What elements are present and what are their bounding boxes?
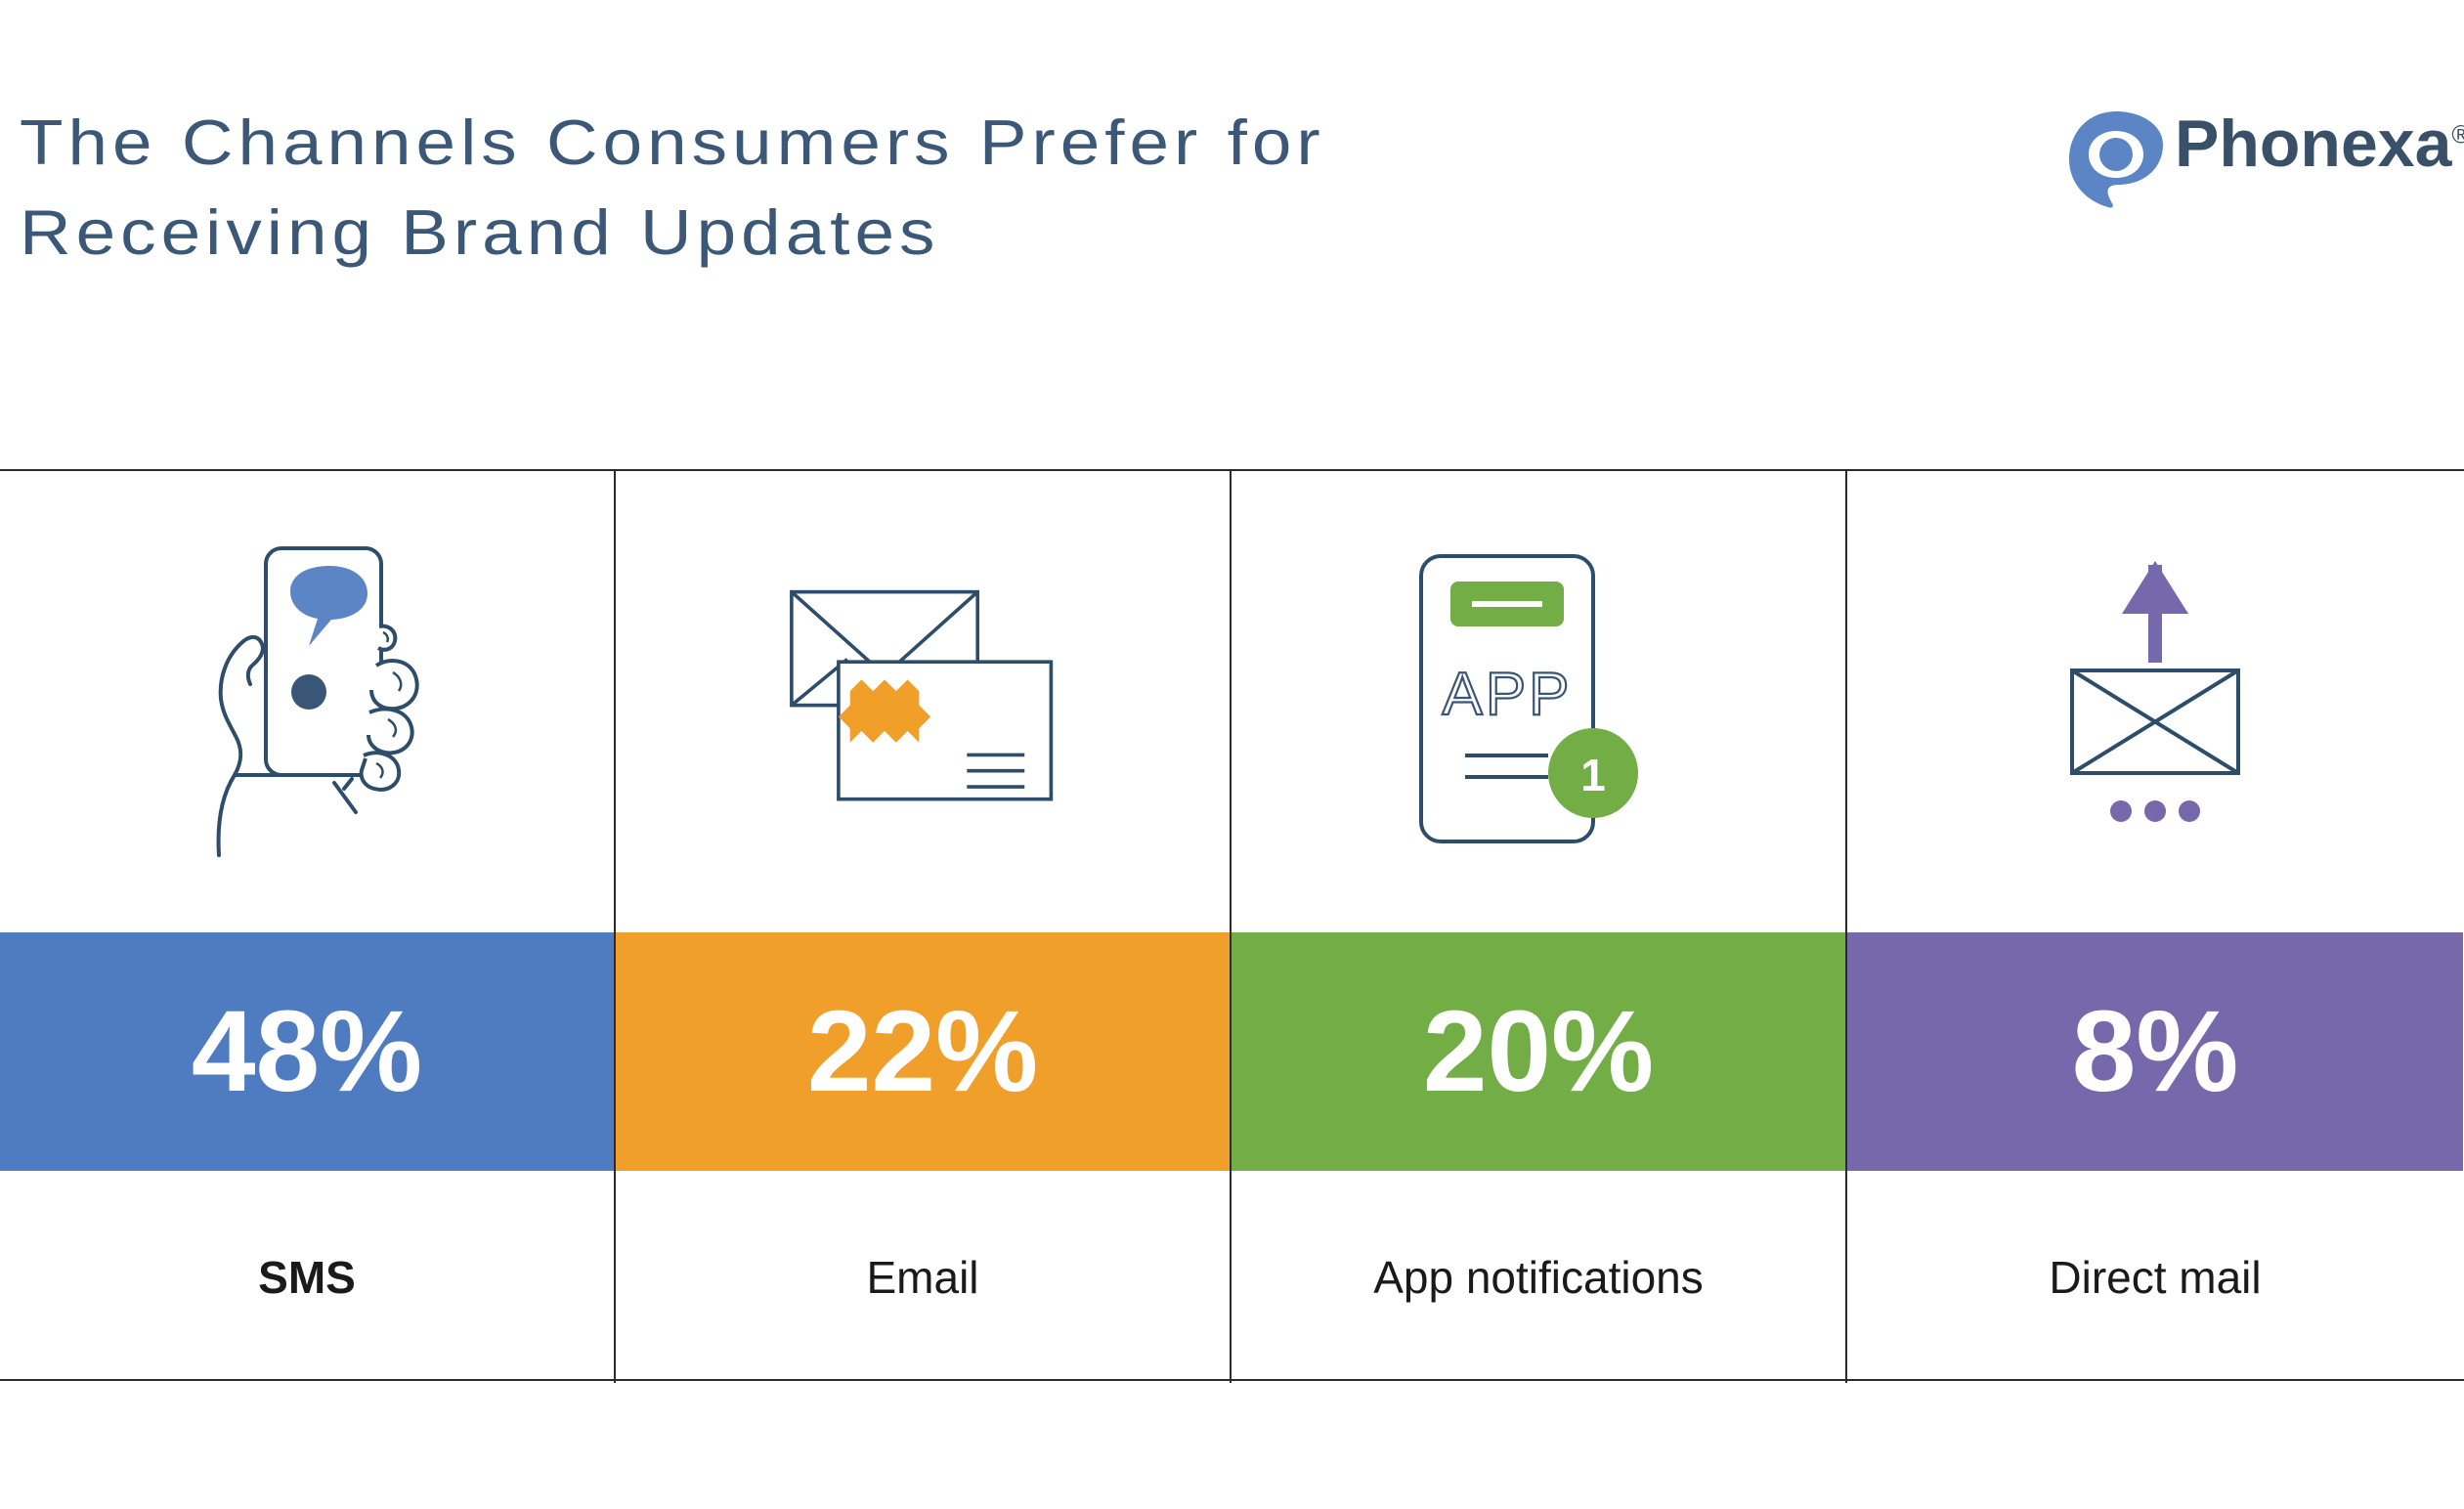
svg-text:APP: APP [1442, 661, 1572, 728]
svg-text:1: 1 [1580, 750, 1606, 800]
